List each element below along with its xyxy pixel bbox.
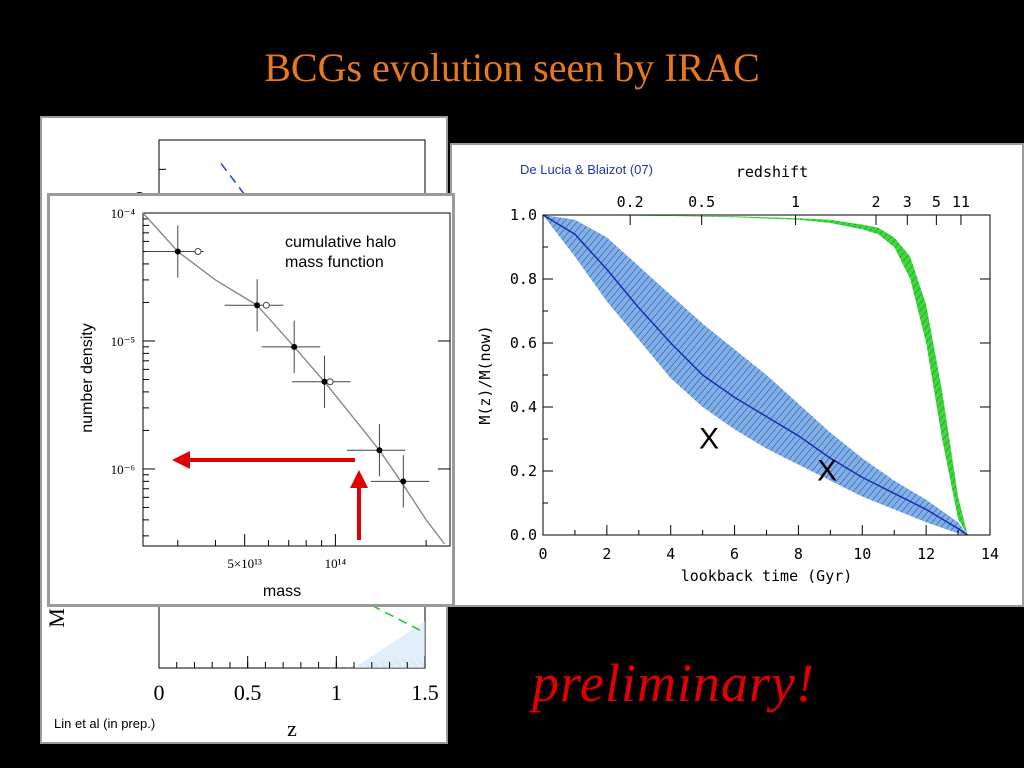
mass-growth-panel: 0 2 4 6 8 10 12 14 0.0 0.2 0.4 0.6 0.8 1.0 0.2 0.5 1 2 3 5 1… (450, 143, 1024, 607)
halo-annotation: cumulative halo mass function (285, 234, 396, 271)
horizontal-arrow-head (172, 451, 190, 469)
preliminary-label: preliminary! (532, 653, 815, 713)
blue-band (543, 215, 968, 535)
right-y-tick-label: 0.2 (510, 462, 537, 480)
back-x-tick-label: 1 (331, 680, 342, 705)
halo-x-tick-label: 5×10¹³ (227, 556, 262, 571)
right-x-tick-label: 12 (917, 545, 935, 563)
back-x-tick-label: 0.5 (234, 680, 262, 705)
halo-chart-panel: 10⁻⁴ 10⁻⁵ 10⁻⁶ 5×10¹³ 10¹⁴ cumulative halo mas… (47, 193, 455, 607)
back-chart-credit: Lin et al (in prep.) (54, 716, 156, 731)
halo-open-point (262, 301, 270, 309)
right-y-axis-label: M(z)/M(now) (476, 325, 494, 424)
halo-data-point (400, 478, 407, 485)
halo-data-point (291, 343, 298, 350)
right-y-tick-label: 0.8 (510, 270, 537, 288)
halo-y-tick-label: 10⁻⁴ (111, 206, 136, 221)
right-x-axis-label: lookback time (Gyr) (681, 567, 853, 585)
slide-title: BCGs evolution seen by IRAC (264, 45, 760, 90)
halo-data-point (321, 378, 328, 385)
back-blue-band (354, 621, 425, 668)
right-top-tick-label: 11 (952, 193, 970, 211)
right-top-tick-label: 3 (903, 193, 912, 211)
halo-open-point (194, 248, 202, 256)
right-x-tick-label: 0 (538, 545, 547, 563)
halo-data-point (174, 248, 181, 255)
halo-y-axis-label: number density (79, 323, 96, 432)
right-y-tick-label: 0.4 (510, 398, 537, 416)
right-top-tick-label: 5 (932, 193, 941, 211)
halo-y-tick-label: 10⁻⁵ (111, 334, 135, 349)
halo-x-tick-label: 10¹⁴ (325, 556, 347, 571)
right-x-tick-label: 10 (853, 545, 871, 563)
right-top-tick-label: 0.5 (688, 193, 715, 211)
halo-data-point (376, 447, 383, 454)
back-x-tick-label: 1.5 (411, 680, 439, 705)
halo-annotation-line: mass function (285, 254, 384, 271)
right-x-tick-label: 6 (730, 545, 739, 563)
right-y-tick-label: 0.0 (510, 526, 537, 544)
mass-growth-credit: De Lucia & Blaizot (07) (520, 162, 653, 177)
blue-median-line (542, 214, 969, 536)
right-x-tick-label: 14 (981, 545, 999, 563)
halo-chart-svg: 10⁻⁴ 10⁻⁵ 10⁻⁶ 5×10¹³ 10¹⁴ cumulative halo mas… (79, 206, 451, 600)
right-top-tick-label: 2 (871, 193, 880, 211)
right-x-tick-label: 4 (666, 545, 675, 563)
vertical-arrow-head (350, 470, 368, 488)
right-x-tick-label: 8 (794, 545, 803, 563)
back-x-axis-label: z (287, 716, 297, 741)
right-x-tick-label: 2 (602, 545, 611, 563)
halo-annotation-line: cumulative halo (285, 234, 396, 251)
right-top-axis-label: redshift (736, 163, 808, 181)
halo-x-axis-label: mass (263, 583, 301, 600)
x-marker: X (699, 423, 719, 456)
halo-y-tick-label: 10⁻⁶ (111, 462, 135, 477)
back-x-tick-label: 0 (154, 680, 165, 705)
x-marker: X (817, 455, 837, 488)
mass-growth-chart-svg: 0 2 4 6 8 10 12 140.00.20.40.60.81.00.2 0.5 1 2 3 5 1… (476, 163, 999, 585)
back-y-axis-label: M (44, 608, 69, 628)
halo-data-point (254, 302, 261, 309)
right-y-tick-label: 1.0 (510, 206, 537, 224)
right-y-tick-label: 0.6 (510, 334, 537, 352)
right-top-tick-label: 1 (791, 193, 800, 211)
halo-open-point (326, 378, 334, 386)
right-top-tick-label: 0.2 (617, 193, 644, 211)
